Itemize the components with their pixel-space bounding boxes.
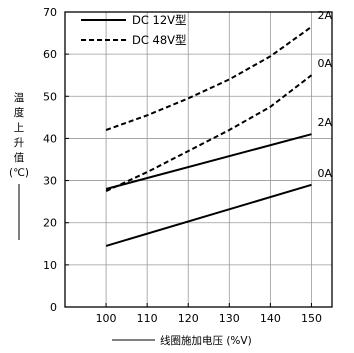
- y-title-char-4: 升: [14, 137, 25, 149]
- y-title-unit: (℃): [9, 167, 29, 179]
- series-line-3: [105, 183, 312, 247]
- x-tick-label: 130: [219, 312, 240, 325]
- y-tick-label: 30: [43, 175, 57, 188]
- series-end-label-2: 2A: [317, 116, 332, 129]
- legend: DC 12V型 DC 48V型: [81, 13, 187, 47]
- y-tick-label: 20: [43, 217, 57, 230]
- x-tick-label: 140: [260, 312, 281, 325]
- legend-label-dc48v: DC 48V型: [132, 33, 187, 47]
- y-tick-label: 50: [43, 90, 57, 103]
- y-title-char-5: 值: [14, 151, 25, 164]
- series-line-2: [105, 133, 312, 190]
- series-layer: [105, 25, 313, 247]
- y-tick-label: 60: [43, 48, 57, 61]
- tick-layer: [65, 11, 312, 308]
- series-end-label-3: 0A: [317, 167, 332, 180]
- y-title-char-2: 度: [14, 106, 25, 119]
- y-title-char-1: 温: [14, 92, 25, 104]
- x-tick-label: 120: [178, 312, 199, 325]
- y-tick-label: 40: [43, 132, 57, 145]
- x-tick-label: 100: [96, 312, 117, 325]
- x-axis-title: 线圈施加电压 (%V): [112, 334, 252, 347]
- series-end-label-1: 0A: [317, 57, 332, 70]
- series-line-0: [105, 25, 313, 131]
- series-end-label-0: 2A: [317, 9, 332, 22]
- y-title-char-3: 上: [14, 122, 25, 134]
- y-tick-label: 0: [50, 301, 57, 314]
- x-tick-label: 110: [137, 312, 158, 325]
- grid-layer: [65, 12, 332, 307]
- label-layer: 100 110 120 130 140 150 0 10 20 30 40 50 60 70 2A 0A 2A 0…: [43, 6, 332, 325]
- legend-label-dc12v: DC 12V型: [132, 13, 187, 27]
- y-tick-label: 10: [43, 259, 57, 272]
- plot-frame: [64, 11, 333, 308]
- y-axis-title: 温 度 上 升 值 (℃): [9, 92, 29, 240]
- y-tick-label: 70: [43, 6, 57, 19]
- x-tick-label: 150: [301, 312, 322, 325]
- x-title-text: 线圈施加电压 (%V): [160, 334, 252, 347]
- series-line-1: [105, 74, 313, 193]
